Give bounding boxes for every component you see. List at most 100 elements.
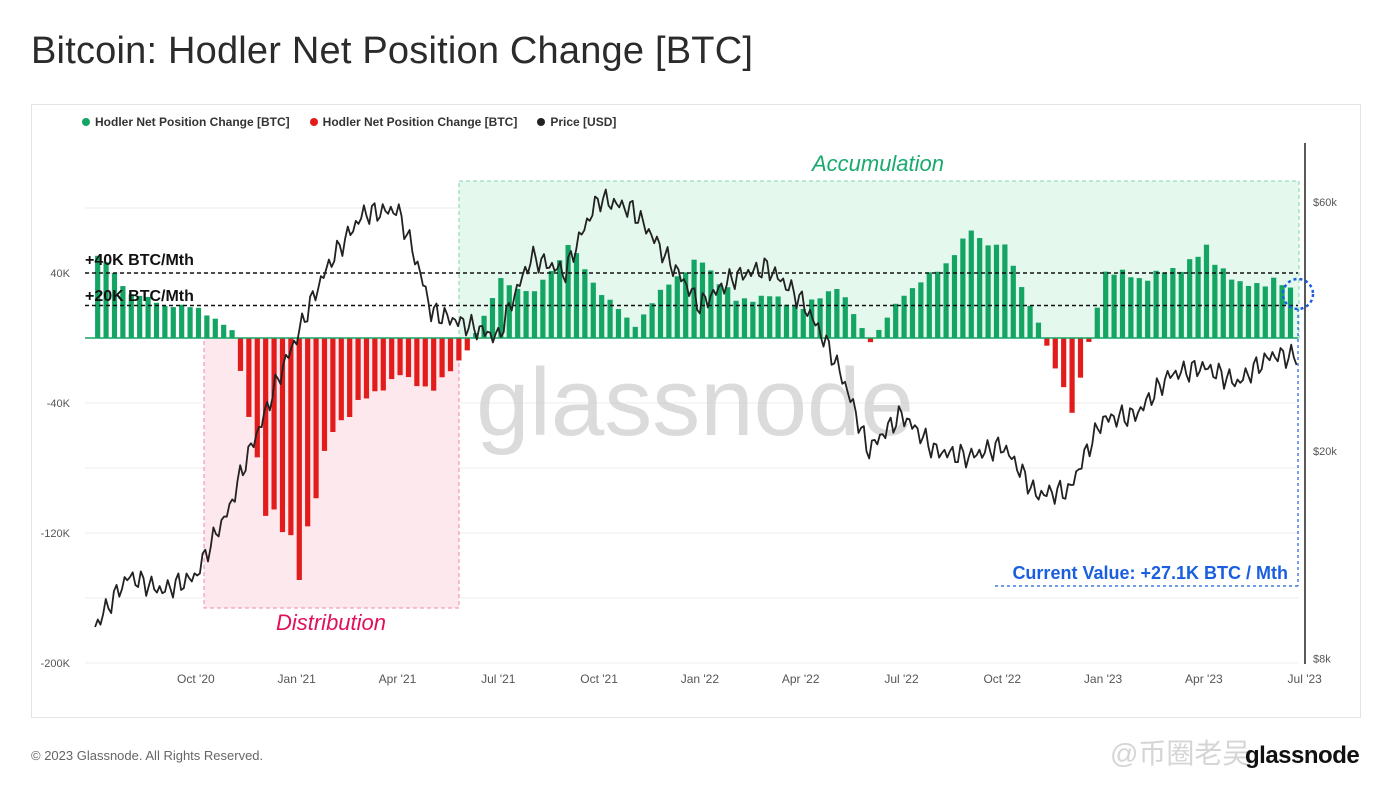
- bar: [825, 291, 832, 338]
- bar: [1279, 285, 1285, 338]
- right-tick-label: $8k: [1313, 654, 1331, 666]
- bar: [347, 338, 353, 418]
- bar: [363, 338, 370, 399]
- brand-logo: glassnode: [1245, 742, 1360, 769]
- bar: [985, 245, 991, 338]
- bar: [548, 271, 554, 338]
- left-tick-label: 40K: [50, 268, 70, 280]
- bar: [179, 304, 185, 338]
- left-tick-label: -120K: [41, 528, 71, 540]
- legend-label-positive: Hodler Net Position Change [BTC]: [95, 115, 290, 129]
- level-lines: [85, 272, 1298, 307]
- bar: [775, 296, 781, 338]
- bar: [1086, 338, 1092, 342]
- bar: [296, 338, 302, 580]
- bar: [993, 244, 1000, 338]
- bar: [1111, 274, 1117, 338]
- bar: [557, 260, 563, 338]
- bar: [1061, 338, 1067, 388]
- bar: [884, 317, 890, 338]
- bar: [1145, 280, 1151, 338]
- legend-item-negative[interactable]: Hodler Net Position Change [BTC]: [309, 115, 518, 129]
- bar: [288, 338, 294, 536]
- current-value-marker: [1281, 277, 1315, 311]
- bar: [725, 287, 731, 338]
- bar: [531, 291, 538, 338]
- bar-series: [85, 230, 1298, 580]
- bar: [464, 338, 470, 351]
- legend-item-price[interactable]: Price [USD]: [537, 115, 616, 129]
- bar: [1069, 338, 1075, 413]
- bar: [683, 272, 689, 338]
- bar: [237, 338, 244, 371]
- bar: [204, 315, 210, 338]
- legend-label-price: Price [USD]: [550, 115, 617, 129]
- bar: [909, 288, 916, 338]
- x-tick-label: Oct '20: [177, 672, 215, 686]
- bar: [279, 338, 286, 533]
- bar: [330, 338, 336, 432]
- x-tick-label: Jan '21: [278, 672, 317, 686]
- bar: [968, 230, 974, 338]
- bar: [372, 338, 378, 392]
- bar: [1170, 268, 1176, 338]
- bar: [338, 338, 344, 421]
- annotations: Accumulation Distribution +40K BTC/Mth +…: [85, 151, 1315, 635]
- bar: [1077, 338, 1084, 378]
- bar: [389, 338, 395, 380]
- bar: [523, 291, 529, 338]
- bar: [607, 299, 613, 338]
- bar: [489, 298, 496, 338]
- bar: [1262, 286, 1268, 338]
- bar: [414, 338, 420, 387]
- bar: [1019, 287, 1025, 338]
- bar: [405, 338, 412, 378]
- bar: [1203, 244, 1210, 338]
- bar: [758, 295, 764, 338]
- bar: [901, 295, 907, 338]
- bar: [935, 271, 941, 338]
- bar: [162, 305, 168, 338]
- left-tick-label: -200K: [41, 658, 71, 670]
- bar: [128, 294, 134, 338]
- bar: [1237, 281, 1243, 338]
- x-tick-label: Jan '23: [1084, 672, 1123, 686]
- bar: [1287, 287, 1294, 338]
- bar: [1153, 270, 1159, 338]
- corner-watermark: @币圈老吴: [1110, 738, 1251, 769]
- bar: [573, 253, 580, 338]
- bar: [649, 303, 655, 338]
- bar: [456, 338, 462, 361]
- right-tick-label: $60k: [1313, 197, 1337, 209]
- bar: [313, 338, 319, 499]
- bar: [506, 285, 512, 338]
- x-tick-label: Apr '22: [782, 672, 820, 686]
- left-tick-label: -40K: [47, 398, 71, 410]
- level-40k-label: +40K BTC/Mth: [85, 252, 194, 269]
- bar: [1136, 278, 1142, 338]
- bar: [582, 269, 588, 338]
- bar: [1052, 338, 1058, 369]
- bar: [951, 255, 958, 338]
- bar: [481, 315, 487, 338]
- legend-item-positive[interactable]: Hodler Net Position Change [BTC]: [82, 115, 290, 129]
- legend-label-negative: Hodler Net Position Change [BTC]: [322, 115, 518, 129]
- bar: [599, 295, 605, 338]
- bar: [447, 338, 454, 372]
- bar: [708, 270, 714, 338]
- bar: [195, 307, 202, 338]
- axes: 40K -40K -120K -200K $60k $20k $8k Oct '20 Jan '…: [41, 143, 1337, 686]
- bar: [632, 326, 638, 338]
- bar: [540, 279, 546, 338]
- bar: [691, 259, 697, 338]
- bar: [666, 284, 672, 338]
- current-value-label: Current Value: +27.1K BTC / Mth: [1012, 563, 1288, 583]
- bar: [1187, 259, 1193, 338]
- bar: [380, 338, 386, 391]
- bar: [254, 338, 260, 458]
- bar: [859, 328, 865, 338]
- bar: [977, 238, 983, 338]
- bar: [271, 338, 277, 510]
- bar: [1128, 277, 1134, 338]
